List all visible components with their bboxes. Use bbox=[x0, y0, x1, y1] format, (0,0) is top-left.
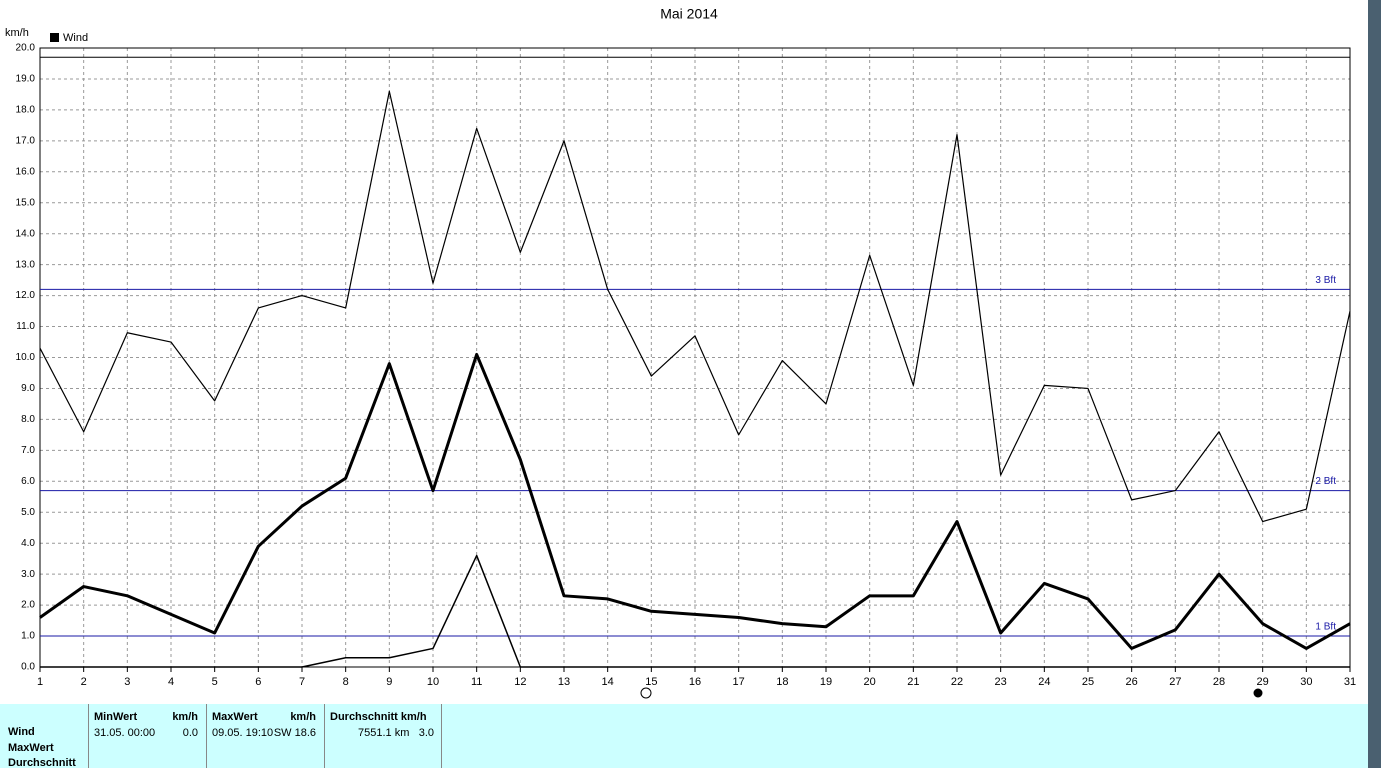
y-tick-label: 8.0 bbox=[21, 414, 35, 425]
legend-swatch bbox=[50, 33, 59, 42]
x-tick-label: 4 bbox=[168, 676, 174, 688]
reference-label: 1 Bft bbox=[1315, 622, 1336, 633]
x-tick-label: 14 bbox=[602, 676, 614, 688]
reference-label: 3 Bft bbox=[1315, 275, 1336, 286]
y-tick-label: 17.0 bbox=[16, 135, 36, 146]
x-tick-label: 6 bbox=[255, 676, 261, 688]
x-tick-label: 8 bbox=[343, 676, 349, 688]
x-tick-label: 28 bbox=[1213, 676, 1225, 688]
row-label: Durchschnitt bbox=[8, 757, 76, 769]
y-tick-label: 19.0 bbox=[16, 74, 36, 85]
y-tick-label: 18.0 bbox=[16, 105, 36, 116]
row-label: Wind bbox=[8, 726, 35, 738]
x-tick-label: 13 bbox=[558, 676, 570, 688]
x-tick-label: 22 bbox=[951, 676, 963, 688]
moon-full bbox=[640, 687, 652, 699]
x-tick-label: 16 bbox=[689, 676, 701, 688]
header: MaxWert bbox=[212, 711, 258, 723]
y-tick-label: 2.0 bbox=[21, 600, 35, 611]
cell: 09.05. 19:10 bbox=[212, 727, 274, 739]
header: km/h bbox=[172, 711, 198, 723]
x-tick-label: 21 bbox=[907, 676, 919, 688]
x-tick-label: 2 bbox=[81, 676, 87, 688]
y-tick-label: 15.0 bbox=[16, 197, 36, 208]
cell: 0.0 bbox=[182, 727, 198, 739]
y-tick-label: 0.0 bbox=[21, 662, 35, 673]
x-tick-label: 26 bbox=[1126, 676, 1138, 688]
y-tick-label: 16.0 bbox=[16, 166, 36, 177]
y-tick-label: 7.0 bbox=[21, 445, 35, 456]
x-tick-label: 18 bbox=[776, 676, 788, 688]
chart: Mai 2014 km/h Wind 0.0 1.0 2.0 3.0 4.0 5.0 6.0… bbox=[5, 6, 1356, 699]
header: MinWert bbox=[94, 711, 138, 723]
x-tick-label: 1 bbox=[37, 676, 43, 688]
y-tick-label: 20.0 bbox=[16, 43, 36, 54]
cell: 3.0 bbox=[418, 727, 434, 739]
cell: 31.05. 00:00 bbox=[94, 727, 156, 739]
y-tick-label: 13.0 bbox=[16, 259, 36, 270]
stats-panel: Wind MaxWert Durchschnitt MinWert km/h M… bbox=[0, 704, 1368, 769]
y-tick-label: 3.0 bbox=[21, 569, 35, 580]
series-line bbox=[40, 554, 1350, 668]
separator bbox=[324, 704, 325, 768]
cell: 7551.1 km bbox=[358, 727, 410, 739]
y-tick-label: 11.0 bbox=[16, 321, 35, 332]
separator bbox=[206, 704, 207, 768]
y-tick-label: 1.0 bbox=[21, 631, 35, 642]
x-tick-label: 11 bbox=[471, 676, 482, 688]
cell: SW 18.6 bbox=[273, 727, 316, 739]
series-line bbox=[39, 352, 1351, 650]
y-tick-label: 6.0 bbox=[21, 476, 35, 487]
x-tick-label: 10 bbox=[427, 676, 439, 688]
x-tick-label: 3 bbox=[124, 676, 130, 688]
window-edge bbox=[1368, 0, 1381, 768]
y-tick-label: 4.0 bbox=[21, 538, 35, 549]
x-tick-label: 5 bbox=[212, 676, 218, 688]
y-tick-label: 5.0 bbox=[21, 507, 35, 518]
separator bbox=[441, 704, 442, 768]
moon-new bbox=[1253, 688, 1263, 698]
series-line bbox=[39, 90, 1351, 523]
x-tick-label: 15 bbox=[645, 676, 657, 688]
x-tick-label: 25 bbox=[1082, 676, 1094, 688]
x-tick-label: 12 bbox=[514, 676, 526, 688]
x-tick-label: 24 bbox=[1038, 676, 1050, 688]
reference-label: 2 Bft bbox=[1315, 476, 1336, 487]
x-tick-label: 20 bbox=[864, 676, 876, 688]
y-axis-label: km/h bbox=[5, 27, 29, 39]
y-tick-label: 10.0 bbox=[16, 352, 36, 363]
header: km/h bbox=[290, 711, 316, 723]
x-tick-label: 31 bbox=[1344, 676, 1356, 688]
y-tick-label: 14.0 bbox=[16, 228, 36, 239]
x-tick-label: 29 bbox=[1257, 676, 1269, 688]
chart-title: Mai 2014 bbox=[660, 6, 718, 22]
x-tick-label: 7 bbox=[299, 676, 305, 688]
legend-label: Wind bbox=[63, 32, 88, 44]
row-label: MaxWert bbox=[8, 742, 54, 754]
x-tick-label: 27 bbox=[1169, 676, 1181, 688]
x-tick-label: 30 bbox=[1300, 676, 1312, 688]
y-tick-label: 12.0 bbox=[16, 290, 36, 301]
x-tick-label: 9 bbox=[386, 676, 392, 688]
x-tick-label: 19 bbox=[820, 676, 832, 688]
x-tick-label: 17 bbox=[733, 676, 745, 688]
header: Durchschnitt km/h bbox=[330, 711, 427, 723]
x-tick-label: 23 bbox=[995, 676, 1007, 688]
y-tick-label: 9.0 bbox=[21, 383, 35, 394]
separator bbox=[88, 704, 89, 768]
